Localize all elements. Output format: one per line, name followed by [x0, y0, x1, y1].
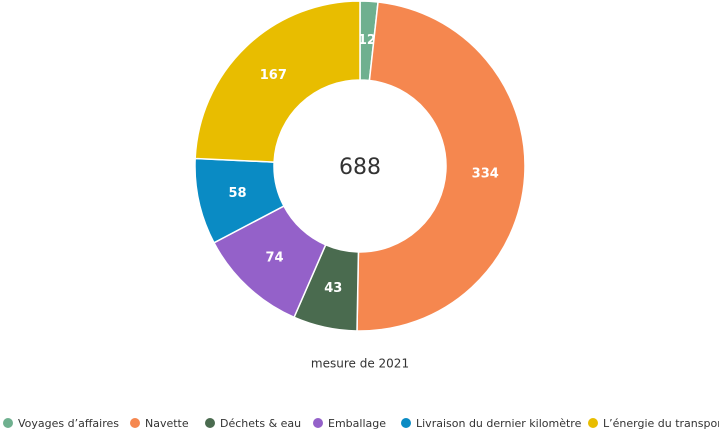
legend-label: Déchets & eau: [220, 417, 301, 430]
legend-label: Livraison du dernier kilomètre: [416, 417, 582, 430]
legend-swatch: [313, 418, 323, 428]
legend-label: L’énergie du transport: [603, 417, 719, 430]
data-label: 334: [472, 167, 499, 182]
legend-swatch: [588, 418, 598, 428]
legend-swatch: [3, 418, 13, 428]
legend-label: Navette: [145, 417, 189, 430]
donut-slice: [194, 0, 361, 163]
legend-label: Voyages d’affaires: [18, 417, 119, 430]
legend-swatch: [401, 418, 411, 428]
subtitle: mesure de 2021: [311, 357, 409, 371]
donut-slice: [356, 1, 526, 332]
data-label: 12: [358, 33, 376, 48]
legend-swatch: [130, 418, 140, 428]
legend-swatch: [205, 418, 215, 428]
legend-label: Emballage: [328, 417, 386, 430]
center-total: 688: [339, 155, 381, 180]
data-label: 58: [228, 186, 246, 201]
data-label: 167: [260, 68, 287, 83]
data-label: 74: [266, 250, 284, 265]
data-label: 43: [324, 281, 342, 296]
